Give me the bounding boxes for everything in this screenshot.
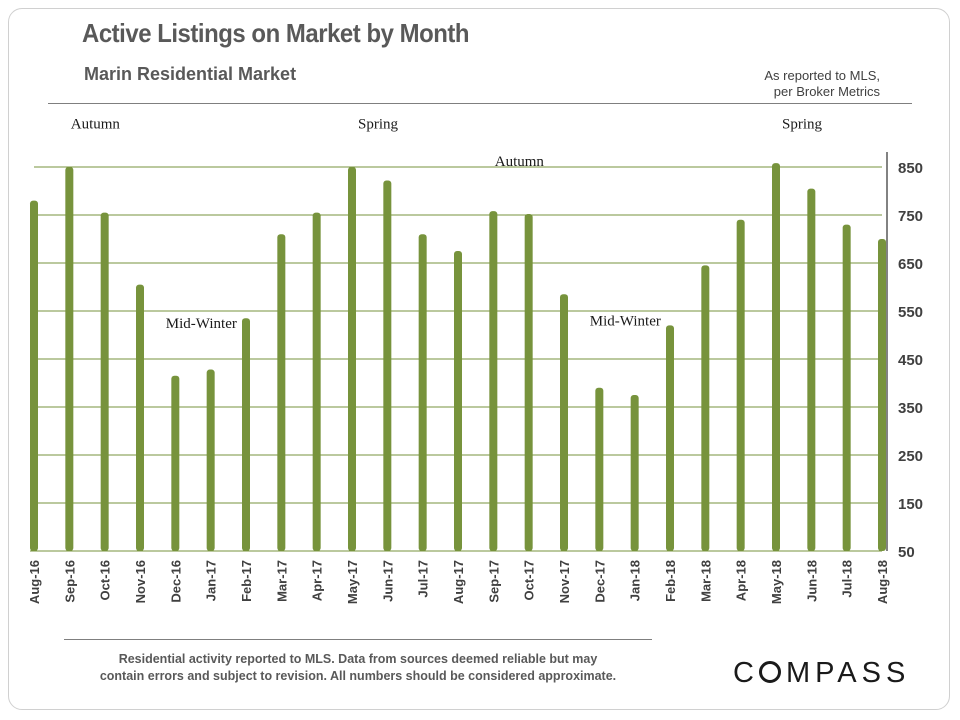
chart-frame [8, 8, 950, 710]
bar-sep-16 [65, 167, 74, 551]
annotation-label: Autumn [71, 117, 121, 133]
bar-chart: 50 150 250 350 450 550 650 750 850 Aug-16 Sep-16 Oc… [27, 117, 923, 604]
disclaimer-line1: Residential activity reported to MLS. Da… [118, 652, 598, 666]
y-tick-label: 250 [898, 448, 923, 465]
y-tick-label: 650 [898, 256, 923, 273]
bar-may-18 [772, 163, 780, 551]
annotation-label: Spring [782, 117, 823, 133]
x-tick-label: Nov-17 [557, 560, 572, 603]
x-tick-label: Mar-18 [698, 560, 713, 602]
bar-sep-17 [489, 211, 498, 551]
bar-jul-18 [842, 224, 851, 551]
bar-jan-17 [206, 369, 215, 551]
bar-nov-17 [560, 294, 568, 551]
bar-nov-16 [136, 284, 144, 551]
x-tick-label: Jul-18 [840, 560, 855, 598]
logo-letter-c: C [733, 657, 759, 689]
footer-divider [64, 639, 652, 640]
annotation-label: Spring [358, 117, 399, 133]
bar-dec-16 [171, 375, 180, 551]
x-tick-label: Oct-16 [98, 560, 113, 600]
source-note: As reported to MLS, per Broker Metrics [764, 68, 880, 100]
disclaimer-line2: contain errors and subject to revision. … [99, 669, 617, 683]
bar-may-17 [348, 167, 356, 551]
compass-logo: C MPASS [733, 657, 910, 690]
y-tick-label: 150 [898, 496, 923, 513]
x-tick-label: Jun-18 [804, 560, 819, 602]
page-title: Active Listings on Market by Month [82, 18, 470, 48]
x-tick-label: Jul-17 [416, 560, 431, 598]
annotation-label: Autumn [495, 154, 545, 170]
y-tick-label: 350 [898, 400, 923, 417]
x-tick-label: Dec-16 [168, 560, 183, 603]
x-tick-label: May-17 [345, 560, 360, 604]
x-tick-label: Apr-18 [734, 560, 749, 601]
bar-dec-17 [595, 387, 604, 551]
y-tick-label: 750 [898, 208, 923, 225]
x-tick-label: May-18 [769, 560, 784, 604]
x-tick-label: Nov-16 [133, 560, 148, 603]
bar-aug-18 [878, 239, 886, 551]
x-tick-label: Mar-17 [274, 560, 289, 602]
x-tick-label: Feb-18 [663, 560, 678, 602]
x-tick-label: Apr-17 [310, 560, 325, 601]
y-tick-label: 50 [898, 544, 915, 561]
bar-oct-16 [100, 212, 109, 551]
bar-apr-17 [312, 212, 321, 551]
y-tick-label: 450 [898, 352, 923, 369]
y-tick-label: 550 [898, 304, 923, 321]
disclaimer: Residential activity reported to MLS. Da… [64, 651, 652, 685]
logo-letters-mpass: MPASS [785, 657, 911, 689]
x-tick-label: Aug-18 [875, 560, 890, 604]
page-subtitle: Marin Residential Market [84, 64, 297, 84]
bar-aug-16 [30, 200, 38, 551]
x-tick-label: Dec-17 [592, 560, 607, 603]
x-tick-label: Sep-16 [62, 560, 77, 603]
bar-mar-17 [277, 234, 286, 551]
bar-feb-18 [666, 325, 674, 551]
source-note-line2: per Broker Metrics [773, 84, 880, 99]
x-tick-label: Jun-17 [380, 560, 395, 602]
x-tick-label: Aug-17 [451, 560, 466, 604]
source-note-line1: As reported to MLS, [764, 68, 880, 83]
x-tick-label: Sep-17 [486, 560, 501, 603]
header-divider [48, 103, 912, 104]
bar-jun-17 [383, 180, 392, 551]
annotation-label: Mid-Winter [590, 313, 661, 329]
bar-mar-18 [701, 265, 710, 551]
y-tick-label: 850 [898, 160, 923, 177]
bar-jan-18 [630, 395, 639, 551]
bar-oct-17 [524, 214, 533, 552]
bar-jun-18 [807, 188, 816, 551]
annotation-label: Mid-Winter [166, 316, 237, 332]
x-tick-label: Aug-16 [27, 560, 42, 604]
bar-aug-17 [454, 251, 462, 551]
bar-apr-18 [736, 219, 745, 552]
x-tick-label: Feb-17 [239, 560, 254, 602]
bar-feb-17 [242, 318, 250, 551]
x-tick-label: Jan-18 [628, 560, 643, 601]
x-tick-label: Oct-17 [522, 560, 537, 600]
bar-jul-17 [418, 234, 427, 551]
x-tick-label: Jan-17 [204, 560, 219, 601]
logo-o-ring-icon [758, 661, 781, 683]
